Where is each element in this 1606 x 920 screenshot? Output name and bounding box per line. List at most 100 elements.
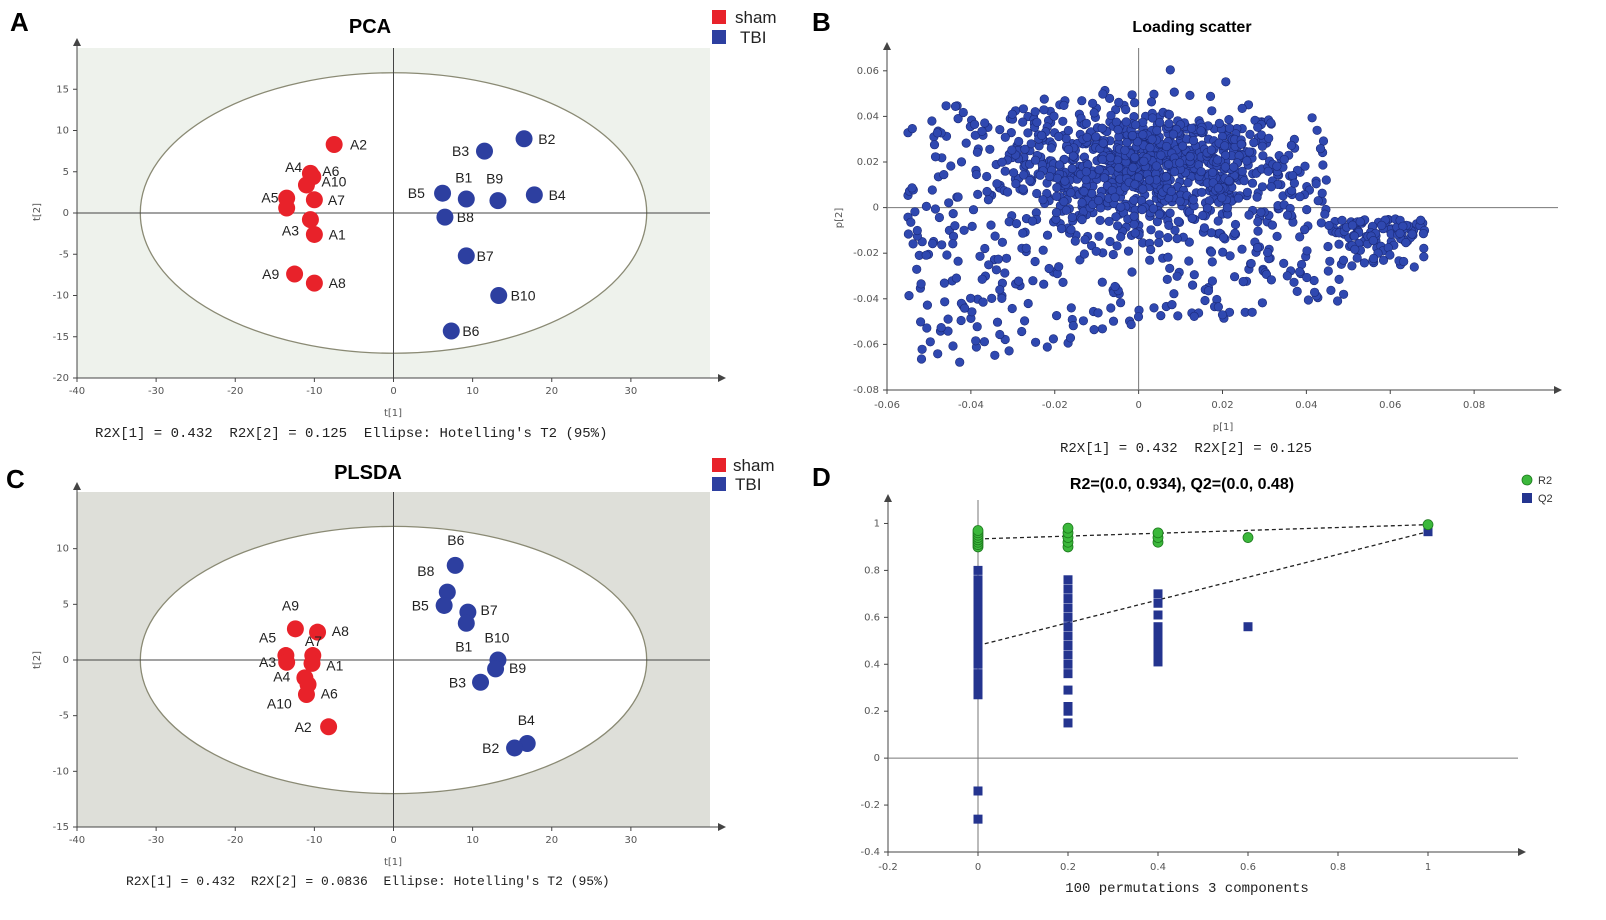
loading-point [1230, 228, 1240, 238]
q2-point [973, 690, 983, 700]
loading-point [1126, 319, 1136, 330]
loading-point [1018, 104, 1029, 114]
loading-point [1129, 211, 1139, 221]
loading-x-axis-label: p[1] [1213, 422, 1234, 433]
loading-point [1115, 298, 1126, 308]
x-tick-label: -20 [227, 386, 243, 397]
loading-point [1378, 255, 1389, 265]
loading-point [1146, 225, 1156, 235]
loading-point [1154, 238, 1164, 248]
loading-point [992, 317, 1003, 327]
data-point-b3 [475, 142, 493, 160]
loading-point [1279, 155, 1289, 165]
loading-point [1132, 137, 1142, 147]
loading-point [1220, 162, 1230, 172]
permutation-title: R2=(0.0, 0.934), Q2=(0.0, 0.48) [1070, 476, 1294, 493]
loading-point [1079, 186, 1089, 197]
q2-point [1153, 610, 1163, 620]
y-tick-label: -0.04 [853, 294, 879, 305]
loading-point [1110, 281, 1120, 292]
point-label-b3: B3 [452, 143, 469, 159]
y-axis-arrow-icon [73, 482, 81, 490]
data-point-b3 [472, 673, 490, 691]
data-point-b2 [506, 739, 524, 757]
point-label-b10: B10 [484, 630, 509, 646]
loading-point [1352, 253, 1362, 263]
loading-point [1077, 198, 1087, 208]
loading-point [1206, 247, 1217, 257]
loading-point [1218, 247, 1228, 257]
pca-footer: R2X[1] = 0.432 R2X[2] = 0.125 Ellipse: H… [95, 426, 607, 442]
q2-point [1153, 650, 1163, 660]
y-tick-label: 0 [874, 753, 880, 764]
x-axis-arrow-icon [718, 374, 726, 382]
loading-point [1244, 147, 1254, 157]
q2-point [973, 610, 983, 620]
loading-point [959, 225, 969, 235]
loading-point [1089, 108, 1099, 118]
loading-point [1129, 98, 1140, 108]
loading-point [977, 274, 987, 284]
loading-point [1112, 241, 1122, 251]
loading-point [1144, 175, 1154, 185]
loading-point [1081, 118, 1091, 128]
loading-point [1095, 215, 1105, 225]
loading-point [1207, 276, 1217, 286]
loading-point [1221, 77, 1231, 87]
y-tick-label: 5 [63, 167, 69, 178]
loading-point [982, 186, 992, 197]
x-tick-label: 10 [466, 835, 479, 846]
r2-point [1422, 519, 1434, 531]
y-tick-label: -0.02 [853, 248, 879, 259]
loading-point [1207, 106, 1217, 116]
loading-point [946, 161, 956, 171]
loading-point [971, 336, 981, 346]
loading-point [1409, 262, 1419, 272]
loading-point [1104, 216, 1114, 226]
loading-point [1054, 160, 1065, 170]
loading-point [1167, 300, 1177, 310]
loading-point [1106, 303, 1116, 313]
point-label-b2: B2 [538, 131, 555, 147]
loading-point [984, 260, 994, 270]
loading-point [1082, 132, 1092, 142]
loading-point [1225, 251, 1235, 261]
loading-point [907, 183, 917, 193]
q2-point [973, 659, 983, 669]
data-point-a8 [309, 623, 327, 641]
loading-point [1169, 87, 1179, 97]
loading-point [1068, 151, 1078, 161]
loading-point [925, 337, 935, 347]
data-point-a1 [303, 654, 321, 672]
loading-point [1059, 197, 1069, 207]
y-tick-label: 10 [56, 544, 69, 555]
plsda-footer: R2X[1] = 0.432 R2X[2] = 0.0836 Ellipse: … [126, 874, 610, 889]
loading-point [1249, 138, 1259, 148]
loading-point [1253, 122, 1263, 132]
point-label-b8: B8 [457, 209, 474, 225]
panel-letter-a: A [10, 7, 29, 37]
permutation-legend-q2-marker [1522, 493, 1532, 503]
q2-point [1063, 718, 1073, 728]
x-tick-label: 0 [390, 835, 396, 846]
loading-point [1080, 235, 1090, 245]
loading-point [1081, 175, 1091, 185]
loading-point [1161, 141, 1172, 152]
loading-point [970, 130, 980, 140]
loading-point [906, 217, 916, 227]
q2-point [973, 575, 983, 585]
q2-point [973, 669, 983, 679]
loading-point [1318, 160, 1328, 170]
loading-point [1007, 303, 1017, 314]
loading-point [1323, 266, 1333, 276]
loading-point [1097, 324, 1107, 334]
data-point-b9 [487, 660, 505, 678]
loading-point [1067, 212, 1077, 222]
loading-point [1252, 192, 1262, 202]
loading-point [1257, 182, 1268, 192]
loading-point [1112, 221, 1123, 231]
data-point-a3 [278, 653, 296, 671]
x-tick-label: -40 [69, 835, 85, 846]
loading-point [943, 314, 953, 324]
point-label-a4: A4 [273, 669, 290, 685]
